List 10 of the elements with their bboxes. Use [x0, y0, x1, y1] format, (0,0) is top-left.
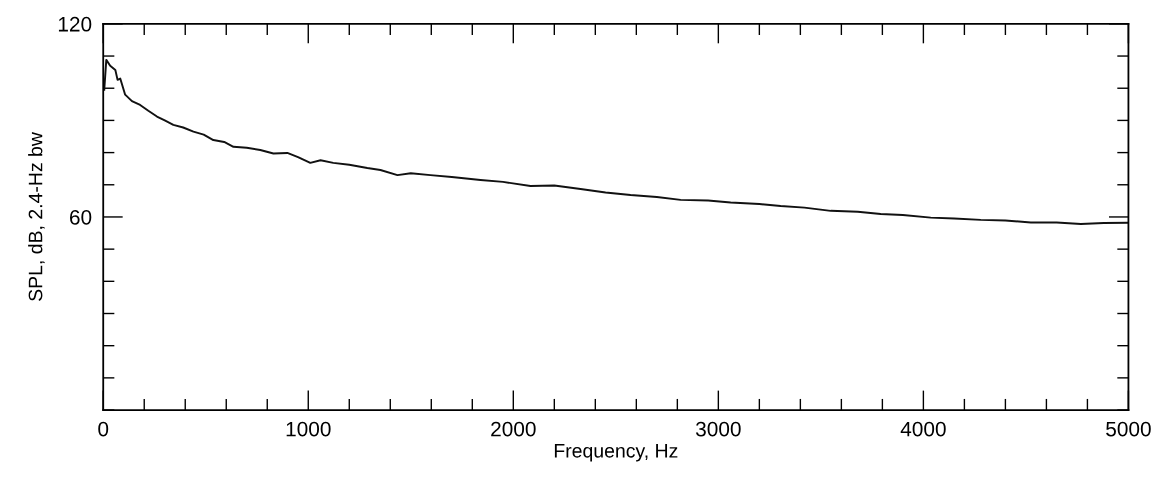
x-tick-label: 0 [98, 421, 109, 437]
x-tick-label: 5000 [1106, 421, 1151, 437]
x-axis-title: Frequency, Hz [554, 444, 678, 462]
x-tick-label: 1000 [286, 421, 331, 437]
y-axis-title: SPL, dB, 2.4-Hz bw [28, 132, 45, 301]
y-tick-label: 60 [70, 209, 92, 225]
x-tick-label: 3000 [695, 421, 741, 437]
x-tick-label: 2000 [491, 421, 536, 437]
y-tick-label: 120 [58, 16, 92, 32]
x-tick-label: 4000 [900, 421, 946, 437]
